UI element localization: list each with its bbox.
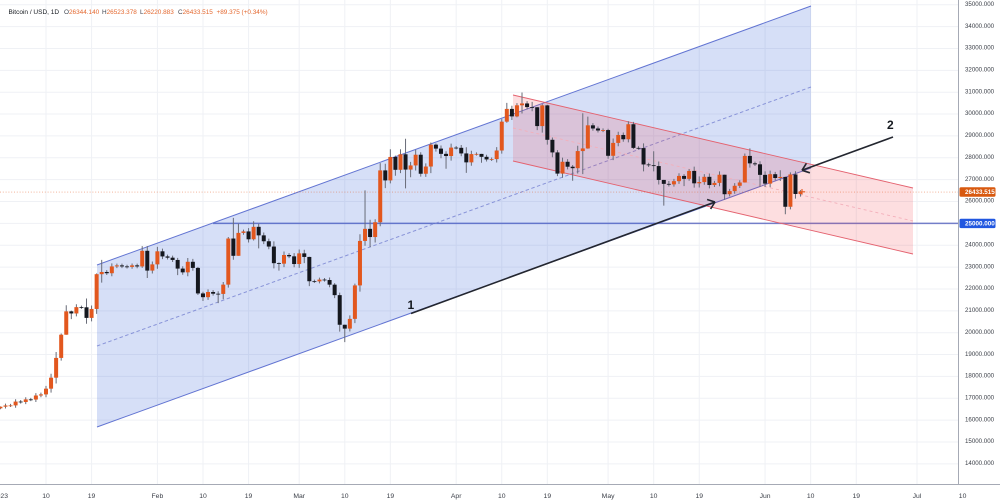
svg-text:19: 19 — [387, 493, 395, 500]
svg-text:35000.000: 35000.000 — [965, 1, 995, 8]
svg-text:10: 10 — [807, 493, 815, 500]
svg-text:31000.000: 31000.000 — [965, 88, 995, 95]
svg-text:27000.000: 27000.000 — [965, 176, 995, 183]
svg-text:10: 10 — [341, 493, 349, 500]
svg-text:19: 19 — [88, 493, 96, 500]
svg-text:10: 10 — [199, 493, 207, 500]
svg-text:10: 10 — [498, 493, 506, 500]
svg-text:Apr: Apr — [451, 493, 462, 500]
svg-text:19: 19 — [695, 493, 703, 500]
svg-text:20000.000: 20000.000 — [965, 329, 995, 336]
svg-text:19000.000: 19000.000 — [965, 351, 995, 358]
svg-text:17000.000: 17000.000 — [965, 395, 995, 402]
svg-text:21000.000: 21000.000 — [965, 307, 995, 314]
svg-text:28000.000: 28000.000 — [965, 154, 995, 161]
svg-text:Jun: Jun — [760, 493, 771, 500]
svg-text:19: 19 — [245, 493, 253, 500]
svg-text:26433.515: 26433.515 — [965, 189, 995, 196]
svg-text:10: 10 — [959, 493, 967, 500]
svg-text:22000.000: 22000.000 — [965, 285, 995, 292]
svg-text:10: 10 — [42, 493, 50, 500]
svg-text:Bitcoin / USD, 1D: Bitcoin / USD, 1D — [9, 9, 60, 16]
svg-text:May: May — [602, 493, 615, 500]
svg-text:H26523.378: H26523.378 — [102, 9, 137, 16]
svg-text:19: 19 — [852, 493, 860, 500]
svg-text:15000.000: 15000.000 — [965, 438, 995, 445]
svg-text:O26344.140: O26344.140 — [64, 9, 100, 16]
svg-text:+89.375 (+0.34%): +89.375 (+0.34%) — [217, 9, 268, 16]
svg-text:Mar: Mar — [293, 493, 305, 500]
svg-text:16000.000: 16000.000 — [965, 416, 995, 423]
svg-text:10: 10 — [650, 493, 658, 500]
svg-text:26000.000: 26000.000 — [965, 198, 995, 205]
svg-text:2: 2 — [887, 118, 894, 132]
svg-text:32000.000: 32000.000 — [965, 67, 995, 74]
svg-text:24000.000: 24000.000 — [965, 241, 995, 248]
svg-text:30000.000: 30000.000 — [965, 110, 995, 117]
svg-text:14000.000: 14000.000 — [965, 460, 995, 467]
svg-text:19: 19 — [544, 493, 552, 500]
svg-text:25000.000: 25000.000 — [965, 221, 995, 228]
svg-text:Feb: Feb — [152, 493, 164, 500]
svg-text:2023: 2023 — [0, 493, 8, 500]
svg-text:18000.000: 18000.000 — [965, 373, 995, 380]
svg-text:Jul: Jul — [913, 493, 922, 500]
svg-text:C26433.515: C26433.515 — [178, 9, 213, 16]
svg-text:L26220.883: L26220.883 — [140, 9, 174, 16]
svg-text:34000.000: 34000.000 — [965, 23, 995, 30]
svg-text:23000.000: 23000.000 — [965, 263, 995, 270]
svg-text:29000.000: 29000.000 — [965, 132, 995, 139]
svg-text:1: 1 — [408, 298, 415, 312]
svg-text:33000.000: 33000.000 — [965, 45, 995, 52]
